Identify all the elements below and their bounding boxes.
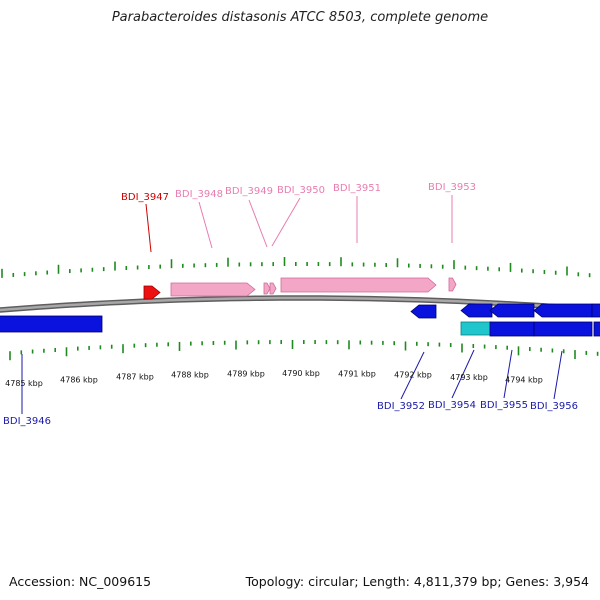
gene-bdi3950-arrow bbox=[269, 282, 277, 295]
kbp-label: 4785 kbp bbox=[5, 379, 43, 388]
kbp-scale-labels: 4785 kbp 4786 kbp 4787 kbp 4788 kbp 4789 kbp… bbox=[5, 369, 543, 388]
kbp-label: 4788 kbp bbox=[171, 371, 209, 380]
genome-title: Parabacteroides distasonis ATCC 8503, co… bbox=[111, 10, 489, 25]
gene-bdi3955-arrow bbox=[489, 303, 535, 318]
gene-bdi3952-arrow bbox=[410, 304, 437, 319]
gene-bdi3946-bar bbox=[0, 315, 103, 333]
gene-label-bdi_3947: BDI_3947 bbox=[121, 192, 169, 203]
gene-bdi3951-arrow bbox=[280, 277, 437, 293]
leader-bdi_3947 bbox=[145, 203, 152, 253]
gene-other-cyan bbox=[460, 321, 493, 336]
gene-label-bdi_3956: BDI_3956 bbox=[530, 401, 578, 412]
gene-label-bdi_3955: BDI_3955 bbox=[480, 400, 528, 411]
kbp-label: 4787 kbp bbox=[116, 373, 154, 382]
kbp-label: 4790 kbp bbox=[282, 369, 320, 378]
gene-label-bdi_3951: BDI_3951 bbox=[333, 183, 381, 194]
gene-bdi3948-arrow bbox=[170, 282, 256, 297]
gene-bdi3956-arrow bbox=[533, 303, 593, 318]
gene-bdi3953-arrow bbox=[448, 277, 457, 292]
kbp-label: 4794 kbp bbox=[505, 376, 543, 385]
gene-label-bdi_3946: BDI_3946 bbox=[3, 416, 51, 427]
gene-lower-bar bbox=[593, 321, 600, 337]
gene-bdi3954-arrow bbox=[460, 303, 493, 318]
leader-bdi_3952 bbox=[400, 351, 425, 400]
gene-label-bdi_3952: BDI_3952 bbox=[377, 401, 425, 412]
genome-backbone bbox=[0, 295, 600, 313]
kbp-label: 4792 kbp bbox=[394, 371, 432, 380]
bottom-tick-marks bbox=[9, 340, 599, 361]
leader-bdi_3948 bbox=[198, 201, 213, 249]
kbp-label: 4786 kbp bbox=[60, 376, 98, 385]
gene-labels: BDI_3946 BDI_3947 BDI_3948 BDI_3949 BDI_3950… bbox=[3, 182, 578, 427]
gene-label-bdi_3953: BDI_3953 bbox=[428, 182, 476, 193]
kbp-label: 4789 kbp bbox=[227, 369, 265, 378]
leader-bdi_3956 bbox=[553, 350, 563, 400]
genome-summary-text: Topology: circular; Length: 4,811,379 bp… bbox=[245, 574, 589, 589]
backbone-highlight bbox=[0, 296, 600, 312]
gene-lower-bar bbox=[489, 321, 535, 337]
gene-offscreen-right bbox=[591, 303, 600, 318]
gene-bdi3947-arrow bbox=[143, 285, 161, 300]
gene-label-bdi_3948: BDI_3948 bbox=[175, 189, 223, 200]
gene-features bbox=[0, 277, 600, 337]
gene-label-bdi_3949: BDI_3949 bbox=[225, 186, 273, 197]
leader-bdi_3949 bbox=[248, 199, 268, 248]
label-leader-lines bbox=[21, 195, 563, 414]
top-tick-marks bbox=[1, 257, 591, 278]
gene-label-bdi_3950: BDI_3950 bbox=[277, 185, 325, 196]
gene-label-bdi_3954: BDI_3954 bbox=[428, 400, 476, 411]
leader-bdi_3955 bbox=[503, 349, 513, 399]
kbp-label: 4791 kbp bbox=[338, 369, 376, 378]
gene-lower-bar bbox=[533, 321, 593, 337]
gene-bdi3949-arrow bbox=[263, 282, 271, 295]
accession-text: Accession: NC_009615 bbox=[9, 574, 152, 589]
kbp-label: 4793 kbp bbox=[450, 373, 488, 382]
leader-bdi_3950 bbox=[271, 197, 301, 247]
leader-bdi_3954 bbox=[451, 349, 475, 399]
